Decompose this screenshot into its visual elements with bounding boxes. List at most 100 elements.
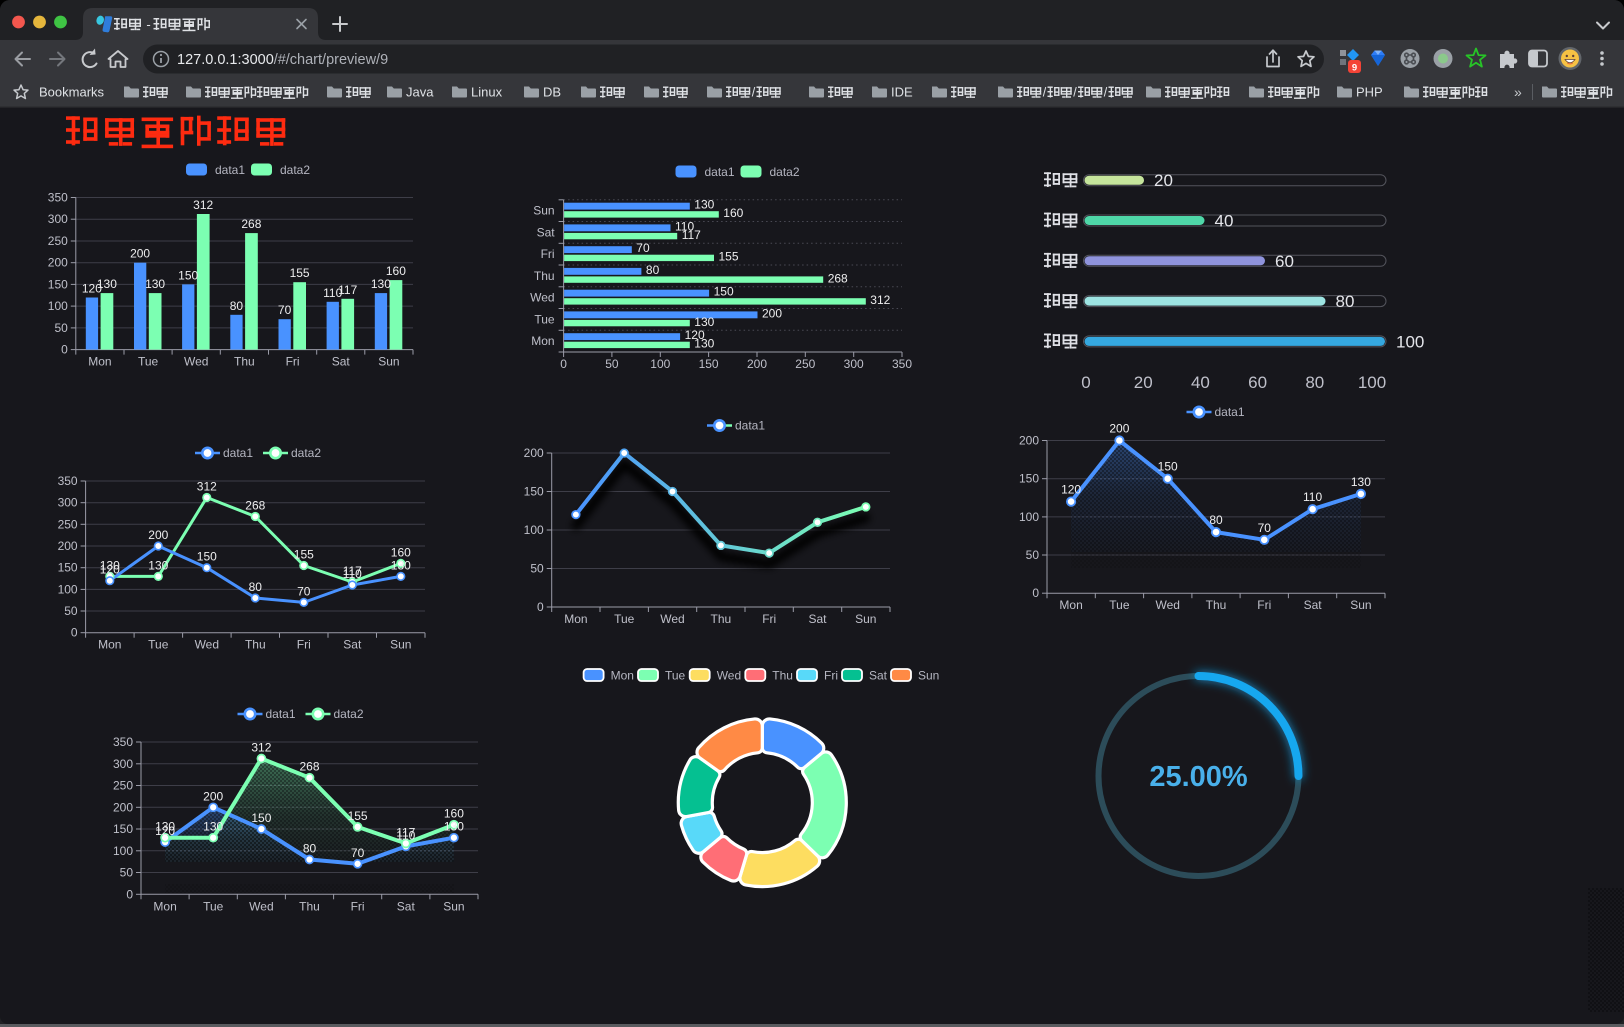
svg-text:Sat: Sat	[332, 355, 351, 369]
svg-text:70: 70	[351, 846, 365, 860]
svg-text:Fri: Fri	[1257, 598, 1271, 612]
svg-text:110: 110	[343, 567, 362, 581]
svg-text:200: 200	[58, 539, 78, 553]
svg-text:Sat: Sat	[397, 899, 416, 913]
svg-text:IDE: IDE	[891, 85, 913, 100]
svg-text:80: 80	[1209, 513, 1223, 527]
svg-text:120: 120	[100, 563, 120, 577]
svg-text:70: 70	[278, 303, 292, 317]
svg-text:130: 130	[203, 820, 223, 834]
svg-text:50: 50	[1026, 548, 1040, 562]
svg-text:250: 250	[58, 517, 78, 531]
svg-text:60: 60	[1275, 252, 1294, 271]
svg-text:268: 268	[241, 217, 261, 231]
svg-text:150: 150	[1158, 460, 1178, 474]
svg-text:Sat: Sat	[1304, 598, 1323, 612]
svg-text:312: 312	[197, 480, 217, 494]
svg-text:200: 200	[524, 446, 544, 460]
svg-text:/: /	[752, 86, 756, 100]
svg-text:Sat: Sat	[808, 612, 827, 626]
svg-text:350: 350	[58, 474, 78, 488]
svg-text:/#/chart/preview/9: /#/chart/preview/9	[274, 52, 388, 68]
svg-text:268: 268	[828, 271, 848, 285]
svg-text:160: 160	[444, 807, 464, 821]
svg-text:110: 110	[396, 828, 415, 842]
svg-text:117: 117	[343, 564, 362, 578]
svg-text:Tue: Tue	[534, 312, 555, 326]
svg-text:200: 200	[747, 357, 767, 371]
svg-text:350: 350	[892, 357, 912, 371]
svg-text:Fri: Fri	[286, 355, 300, 369]
svg-text:50: 50	[605, 357, 619, 371]
svg-text:300: 300	[48, 212, 68, 226]
svg-text:150: 150	[699, 357, 719, 371]
svg-text:0: 0	[1032, 586, 1039, 600]
svg-text:70: 70	[1258, 521, 1272, 535]
svg-text:300: 300	[58, 496, 78, 510]
svg-text:data2: data2	[334, 707, 364, 721]
svg-text:Wed: Wed	[530, 291, 554, 305]
svg-text:data1: data1	[223, 446, 253, 460]
svg-text:50: 50	[54, 321, 68, 335]
svg-text:40: 40	[1215, 212, 1234, 231]
svg-text:130: 130	[145, 277, 165, 291]
svg-text:130: 130	[694, 315, 714, 329]
svg-text:data2: data2	[280, 163, 310, 177]
svg-text:268: 268	[299, 760, 319, 774]
svg-text:Linux: Linux	[471, 85, 503, 100]
svg-text:100: 100	[1358, 373, 1386, 392]
svg-text:150: 150	[48, 277, 68, 291]
svg-text:200: 200	[203, 789, 223, 803]
svg-text:Wed: Wed	[1155, 598, 1179, 612]
svg-text:70: 70	[297, 584, 311, 598]
svg-text:/: /	[1104, 86, 1108, 100]
svg-text:300: 300	[844, 357, 864, 371]
svg-text:200: 200	[48, 256, 68, 270]
svg-text:data2: data2	[770, 165, 800, 179]
svg-text:Tue: Tue	[665, 669, 686, 683]
svg-text:Fri: Fri	[297, 638, 311, 652]
svg-text:Fri: Fri	[824, 669, 838, 683]
svg-text:Sat: Sat	[869, 669, 888, 683]
svg-text:Fri: Fri	[762, 612, 776, 626]
svg-text:data1: data1	[1215, 405, 1245, 419]
svg-text:120: 120	[1061, 483, 1081, 497]
svg-text:250: 250	[48, 234, 68, 248]
svg-text:100: 100	[1396, 332, 1424, 351]
svg-text:Sun: Sun	[378, 355, 399, 369]
svg-text:DB: DB	[543, 85, 561, 100]
svg-text:50: 50	[64, 604, 78, 618]
svg-text:data2: data2	[291, 446, 321, 460]
svg-text:155: 155	[719, 250, 739, 264]
svg-text:Java: Java	[406, 85, 434, 100]
svg-text:312: 312	[251, 741, 271, 755]
svg-text:data1: data1	[735, 419, 765, 433]
svg-text:0: 0	[61, 343, 68, 357]
svg-text:100: 100	[650, 357, 670, 371]
svg-text:Tue: Tue	[203, 899, 224, 913]
svg-text:130: 130	[148, 558, 168, 572]
svg-text:Mon: Mon	[1059, 598, 1082, 612]
svg-text:155: 155	[290, 266, 310, 280]
svg-text:80: 80	[646, 263, 660, 277]
svg-text:Sun: Sun	[443, 899, 464, 913]
svg-text:data1: data1	[266, 707, 296, 721]
svg-text:100: 100	[1019, 510, 1039, 524]
svg-text:130: 130	[391, 558, 411, 572]
svg-text:150: 150	[714, 285, 734, 299]
svg-text:150: 150	[58, 561, 78, 575]
svg-text:130: 130	[1351, 475, 1371, 489]
svg-text:Mon: Mon	[611, 669, 634, 683]
svg-text:Thu: Thu	[299, 899, 320, 913]
svg-text:0: 0	[537, 600, 544, 614]
svg-text:Tue: Tue	[614, 612, 635, 626]
svg-text:Thu: Thu	[1206, 598, 1227, 612]
svg-text:Thu: Thu	[534, 269, 555, 283]
svg-text:Sat: Sat	[537, 225, 556, 239]
svg-text:25.00%: 25.00%	[1149, 761, 1248, 793]
svg-text:Thu: Thu	[234, 355, 255, 369]
svg-text:150: 150	[178, 268, 198, 282]
svg-text:Wed: Wed	[195, 638, 219, 652]
svg-text:100: 100	[113, 844, 133, 858]
svg-text:80: 80	[1336, 292, 1355, 311]
